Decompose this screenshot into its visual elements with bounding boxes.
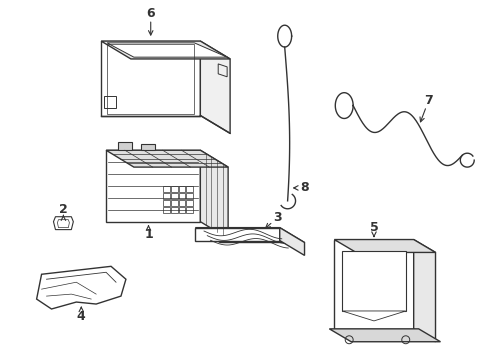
Polygon shape: [200, 41, 230, 133]
Bar: [186, 186, 193, 192]
Bar: [163, 207, 169, 213]
Polygon shape: [101, 41, 200, 116]
Polygon shape: [101, 41, 230, 59]
Polygon shape: [107, 43, 226, 57]
Bar: [170, 200, 177, 206]
Bar: [163, 193, 169, 199]
Text: 3: 3: [273, 211, 281, 224]
Text: 6: 6: [146, 7, 155, 20]
Polygon shape: [334, 239, 435, 252]
Bar: [178, 207, 185, 213]
Text: 2: 2: [59, 203, 68, 216]
Bar: [118, 142, 132, 150]
Bar: [170, 186, 177, 192]
Bar: [178, 193, 185, 199]
Text: 4: 4: [77, 310, 85, 323]
Polygon shape: [200, 150, 228, 239]
Bar: [178, 186, 185, 192]
Text: 8: 8: [300, 181, 308, 194]
Bar: [178, 200, 185, 206]
Polygon shape: [106, 150, 200, 222]
Polygon shape: [195, 228, 279, 240]
Polygon shape: [342, 251, 405, 311]
Bar: [163, 200, 169, 206]
Polygon shape: [342, 311, 405, 321]
Polygon shape: [195, 228, 304, 243]
Polygon shape: [106, 150, 228, 167]
Polygon shape: [37, 266, 126, 309]
Text: 7: 7: [423, 94, 432, 107]
Polygon shape: [413, 239, 435, 342]
Polygon shape: [279, 228, 304, 255]
Bar: [186, 193, 193, 199]
Bar: [170, 207, 177, 213]
Polygon shape: [334, 239, 413, 329]
Bar: [141, 144, 154, 150]
Polygon shape: [53, 217, 73, 230]
Bar: [170, 193, 177, 199]
Bar: [104, 96, 116, 108]
Text: 5: 5: [369, 221, 378, 234]
Text: 1: 1: [144, 228, 153, 241]
Bar: [186, 200, 193, 206]
Bar: [186, 207, 193, 213]
Polygon shape: [328, 329, 440, 342]
Bar: [163, 186, 169, 192]
